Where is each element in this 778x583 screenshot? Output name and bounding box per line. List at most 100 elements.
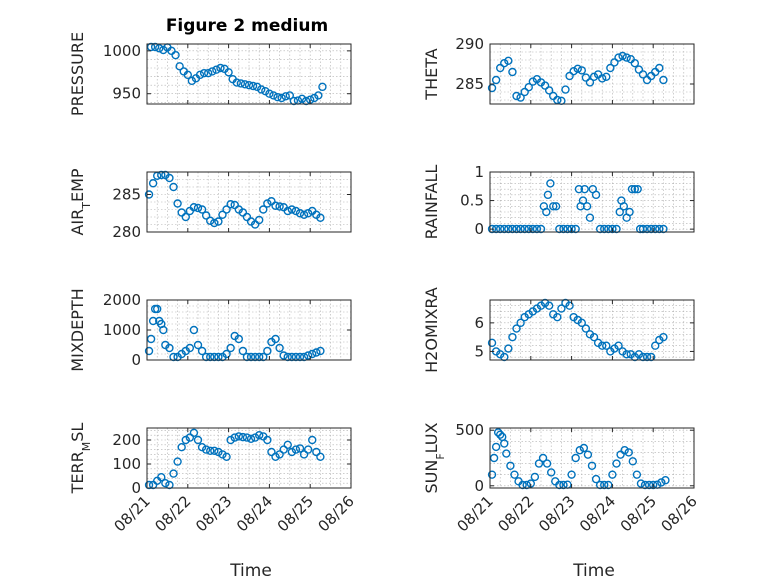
data-point [269,91,278,100]
data-point [579,443,589,453]
y-tick-label: 0 [131,479,141,497]
x-tick-label: 08/24 [576,492,619,535]
data-point [183,70,193,80]
data-point [230,200,239,210]
data-point [496,430,505,439]
data-point [201,211,211,220]
data-point [619,202,629,211]
data-point [628,457,637,466]
y-tick-label: 1000 [103,321,141,339]
axes-box [489,427,695,489]
data-point [275,450,284,459]
axes-box [146,43,352,105]
data-point [544,86,554,95]
data-point [144,190,154,199]
data-point [543,190,553,200]
data-point [606,63,615,73]
data-point [528,77,538,86]
data-point [242,212,252,222]
y-tick-label: 500 [455,421,484,439]
data-point [257,85,266,94]
data-point [598,341,607,350]
x-tick-label: 08/21 [454,492,497,535]
data-point [146,334,156,344]
data-point [181,212,190,222]
data-point [487,470,497,479]
data-point [210,446,219,455]
data-point [206,216,215,225]
data-point [201,445,211,454]
data-point [222,205,231,214]
data-point [214,447,223,457]
data-point [214,217,223,226]
data-point [530,472,540,482]
data-point [538,453,548,463]
data-point [312,447,321,457]
data-point [230,433,239,442]
data-point [602,72,611,82]
data-point [238,346,248,356]
data-point [573,64,582,74]
data-point [189,203,199,212]
data-point [487,338,497,348]
data-point [622,53,631,62]
data-point [582,202,592,211]
data-point [632,470,642,479]
data-point [551,202,561,211]
data-point [177,443,186,452]
data-point [580,184,589,194]
data-point [275,202,284,211]
data-point [638,70,648,79]
data-point [506,461,515,470]
data-point [312,348,321,357]
data-point [159,325,168,335]
data-point [152,304,162,314]
data-point [615,207,624,217]
data-point [238,432,248,442]
data-point [627,184,637,194]
data-point [295,209,305,218]
data-point [275,343,284,353]
data-point [271,334,280,344]
data-point [287,447,297,457]
data-point [189,428,199,437]
data-point [299,210,309,219]
y-axis-label-8: SUNFLUX [422,422,447,493]
data-point [542,459,552,468]
y-axis-label-2: THETA [422,48,441,100]
x-tick-label: 08/22 [151,492,194,535]
data-point [491,442,501,452]
subplot-6: 5 6 H2OMIXRA [422,287,695,373]
data-point [589,72,599,82]
data-point [540,81,550,90]
y-tick-label: 0.5 [460,192,484,210]
data-point [248,81,258,91]
figure-title: Figure 2 medium [166,16,328,36]
axes-box [489,299,695,361]
data-point [271,452,280,461]
data-point [148,316,158,326]
y-tick-label: 0 [474,477,484,495]
y-tick-label: 1 [474,163,484,181]
data-point [277,93,286,103]
data-point [273,92,282,102]
data-point [208,67,217,76]
y-tick-label: 5 [474,342,484,360]
data-point [655,63,664,73]
data-point [504,56,513,65]
data-point [222,349,231,359]
data-point [236,79,246,88]
data-point [651,341,660,350]
x-tick-label: 08/26 [315,492,358,535]
data-point [234,432,244,441]
data-point [598,74,607,83]
data-point [587,461,597,470]
data-point [185,343,195,353]
data-point [565,71,574,81]
data-point [614,341,623,350]
data-point [279,445,288,454]
data-point [581,324,591,333]
data-point [585,213,595,222]
data-point [161,479,170,488]
data-point [240,80,250,89]
